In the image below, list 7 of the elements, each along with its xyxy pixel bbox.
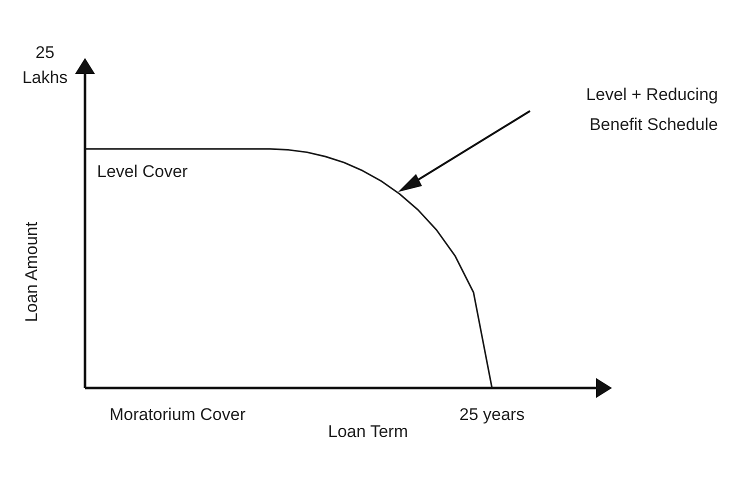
text: Level + Reducing Benefit Schedule [585,84,718,136]
y-axis-title: Loan Amount [22,222,42,322]
x-axis-title: Loan Term [328,422,408,441]
x-tick-label: Moratorium Cover [109,405,246,424]
annotation: Level Cover [97,162,188,182]
x-tick-label: 25 years [459,405,525,424]
text: 25 Lakhs [21,42,69,89]
